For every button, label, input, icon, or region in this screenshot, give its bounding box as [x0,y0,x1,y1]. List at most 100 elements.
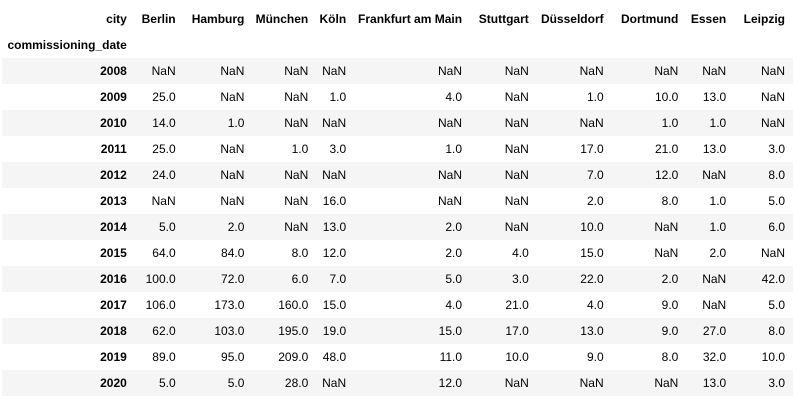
table-cell: 106.0 [145,298,176,312]
table-cell: NaN [504,376,529,390]
table-cell: 13.0 [322,220,347,234]
table-cell: NaN [284,220,309,234]
table-cell: NaN [504,220,529,234]
empty-header-cell [184,32,253,58]
empty-header-cell [135,32,184,58]
table-cell: NaN [322,168,347,182]
table-row: 2015 64.0 84.0 8.0 12.0 2.0 4.0 15.0 NaN 2.0 NaN [2,240,793,266]
table-cell: NaN [579,376,604,390]
table-cell: 19.0 [322,324,347,338]
table-cell: NaN [760,90,785,104]
table-row: 2013 NaN NaN NaN 16.0 NaN NaN 2.0 8.0 1.0 5.0 [2,188,793,214]
table-cell: 1.0 [709,194,727,208]
table-cell: 13.0 [580,324,604,338]
table-cell: NaN [760,116,785,130]
row-index: 2018 [100,324,127,338]
column-header: Hamburg [191,12,245,26]
table-cell: 2.0 [445,246,463,260]
table-cell: 1.0 [709,220,727,234]
table-cell: NaN [579,64,604,78]
table-cell: 100.0 [145,272,176,286]
table-cell: 7.0 [329,272,347,286]
table-cell: NaN [760,246,785,260]
column-header-row: city Berlin Hamburg München Köln Frankfu… [2,6,793,32]
table-cell: NaN [504,194,529,208]
table-cell: 10.0 [580,220,604,234]
table-row: 2018 62.0 103.0 195.0 19.0 15.0 17.0 13.0 9.0 27.… [2,318,793,344]
table-cell: 10.0 [654,90,679,104]
table-cell: 9.0 [586,350,604,364]
table-cell: 1.0 [709,116,727,130]
table-cell: NaN [438,64,463,78]
table-cell: 1.0 [291,142,309,156]
table-cell: 1.0 [586,90,604,104]
table-cell: 15.0 [438,324,463,338]
table-cell: 21.0 [505,298,529,312]
empty-header-cell [612,32,687,58]
table-cell: 9.0 [661,298,679,312]
column-header: Dortmund [621,12,679,26]
table-cell: 13.0 [702,90,727,104]
table-cell: 8.0 [768,168,785,182]
columns-label: city [106,12,127,26]
index-name-row: commissioning_date [2,32,793,58]
dataframe-table: city Berlin Hamburg München Köln Frankfu… [2,6,793,396]
table-row: 2012 24.0 NaN NaN NaN NaN NaN 7.0 12.0 NaN 8.0 [2,162,793,188]
empty-header-cell [470,32,537,58]
table-cell: NaN [322,116,347,130]
row-index: 2016 [100,272,127,286]
row-index: 2014 [100,220,127,234]
table-cell: NaN [151,64,176,78]
column-header: Stuttgart [478,12,529,26]
table-cell: 2.0 [227,220,245,234]
table-cell: 1.0 [329,90,347,104]
table-cell: NaN [654,376,679,390]
table-cell: NaN [220,142,245,156]
table-cell: 32.0 [702,350,727,364]
table-row: 2016 100.0 72.0 6.0 7.0 5.0 3.0 22.0 2.0 NaN 42.0 [2,266,793,292]
table-cell: NaN [760,64,785,78]
table-cell: 25.0 [152,90,176,104]
table-cell: NaN [654,64,679,78]
table-cell: NaN [284,168,309,182]
row-index: 2015 [100,246,127,260]
table-cell: 8.0 [291,246,309,260]
table-cell: 22.0 [580,272,604,286]
table-cell: 195.0 [278,324,309,338]
table-cell: 7.0 [586,168,604,182]
table-cell: NaN [284,90,309,104]
table-cell: 8.0 [661,350,679,364]
table-cell: 25.0 [152,142,176,156]
table-cell: 89.0 [152,350,176,364]
table-cell: 3.0 [768,376,785,390]
table-cell: 9.0 [661,324,679,338]
empty-header-cell [316,32,354,58]
column-header: Berlin [141,12,176,26]
table-row: 2009 25.0 NaN NaN 1.0 4.0 NaN 1.0 10.0 13.0 NaN [2,84,793,110]
column-header: München [255,12,309,26]
empty-header-cell [252,32,316,58]
table-cell: 1.0 [661,116,679,130]
table-cell: 24.0 [152,168,176,182]
empty-header-cell [686,32,734,58]
table-cell: NaN [504,90,529,104]
table-cell: 16.0 [322,194,347,208]
table-cell: NaN [151,194,176,208]
table-cell: 209.0 [278,350,309,364]
table-cell: 84.0 [221,246,245,260]
table-cell: NaN [322,376,347,390]
table-body: 2008 NaN NaN NaN NaN NaN NaN NaN NaN NaN NaN 2009 25… [2,58,793,396]
table-cell: NaN [504,142,529,156]
table-cell: 5.0 [445,272,463,286]
index-name: commissioning_date [7,38,127,52]
table-cell: 3.0 [512,272,529,286]
table-cell: NaN [504,168,529,182]
row-index: 2011 [100,142,127,156]
table-cell: NaN [654,220,679,234]
table-cell: 13.0 [702,376,727,390]
table-cell: 48.0 [322,350,347,364]
column-header: Köln [319,12,347,26]
table-cell: 8.0 [768,324,785,338]
table-cell: 12.0 [438,376,463,390]
column-header: Leipzig [743,12,785,26]
